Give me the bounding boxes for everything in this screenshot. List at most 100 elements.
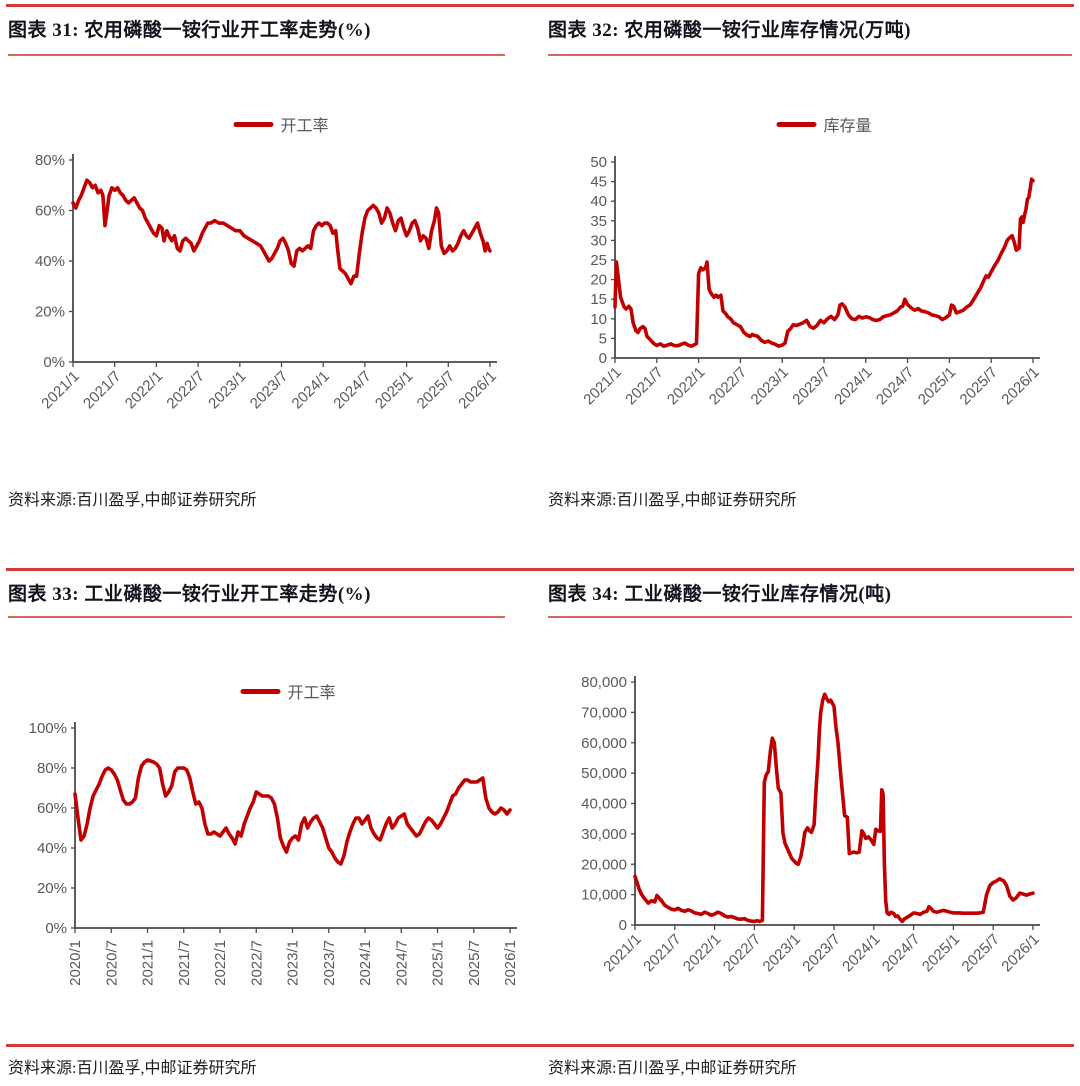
svg-text:60%: 60%: [35, 203, 65, 220]
svg-text:80%: 80%: [35, 152, 65, 169]
legend-line-swatch: [776, 121, 817, 127]
svg-text:2025/1: 2025/1: [430, 940, 447, 986]
figure-32-title: 图表 32: 农用磷酸一铵行业库存情况(万吨): [548, 20, 911, 41]
svg-text:25: 25: [590, 252, 607, 269]
figure-33-title: 图表 33: 工业磷酸一铵行业开工率走势(%): [8, 584, 371, 605]
svg-text:40%: 40%: [35, 253, 65, 270]
chart-32-inventory: 库存量 0 5 10 15 20 25 30 35 40 45 50 2021/1 2021/7 2022…: [540, 100, 1080, 450]
chart-33-legend: 开工率: [240, 679, 336, 703]
svg-text:2025/7: 2025/7: [414, 368, 458, 412]
svg-text:0%: 0%: [43, 354, 65, 371]
svg-text:100%: 100%: [29, 720, 67, 737]
svg-text:20,000: 20,000: [581, 856, 627, 873]
svg-text:0: 0: [599, 350, 607, 367]
svg-text:80%: 80%: [37, 760, 67, 777]
figure-34-title: 图表 34: 工业磷酸一铵行业库存情况(吨): [548, 584, 892, 605]
svg-text:20: 20: [590, 272, 607, 289]
svg-text:0%: 0%: [45, 920, 67, 937]
legend-label: 库存量: [823, 118, 872, 135]
svg-text:2026/1: 2026/1: [502, 940, 519, 986]
svg-text:2022/7: 2022/7: [720, 931, 764, 975]
svg-text:20%: 20%: [37, 880, 67, 897]
svg-text:2024/1: 2024/1: [839, 931, 883, 975]
svg-text:45: 45: [590, 174, 607, 191]
svg-text:2023/7: 2023/7: [247, 368, 291, 412]
legend-label: 开工率: [280, 118, 329, 135]
svg-text:40%: 40%: [37, 840, 67, 857]
svg-text:50,000: 50,000: [581, 765, 627, 782]
figure-32-source: 资料来源:百川盈孚,中邮证券研究所: [548, 492, 797, 509]
svg-text:2025/7: 2025/7: [959, 931, 1003, 975]
svg-text:2021/7: 2021/7: [640, 931, 684, 975]
legend-line-swatch: [240, 688, 281, 694]
svg-text:2022/1: 2022/1: [122, 368, 166, 412]
svg-text:2026/1: 2026/1: [998, 364, 1042, 408]
chart-34-inventory: 0 10,000 20,000 30,000 40,000 50,000 60,000 70,…: [540, 655, 1080, 1055]
svg-text:40,000: 40,000: [581, 796, 627, 813]
svg-text:2025/7: 2025/7: [957, 364, 1001, 408]
svg-text:2024/7: 2024/7: [879, 931, 923, 975]
svg-text:2021/1: 2021/1: [140, 940, 157, 986]
svg-text:2021/7: 2021/7: [80, 368, 124, 412]
figure-31-title: 图表 31: 农用磷酸一铵行业开工率走势(%): [8, 20, 371, 41]
svg-text:15: 15: [590, 291, 607, 308]
svg-text:2022/1: 2022/1: [680, 931, 724, 975]
svg-text:60%: 60%: [37, 800, 67, 817]
chart-31-legend: 开工率: [233, 112, 329, 136]
svg-text:2022/7: 2022/7: [163, 368, 207, 412]
svg-text:2022/7: 2022/7: [706, 364, 750, 408]
svg-text:60,000: 60,000: [581, 735, 627, 752]
figure-33-source: 资料来源:百川盈孚,中邮证券研究所: [8, 1060, 257, 1077]
svg-text:2024/7: 2024/7: [393, 940, 410, 986]
svg-text:0: 0: [619, 917, 627, 934]
svg-text:35: 35: [590, 213, 607, 230]
svg-text:2025/7: 2025/7: [466, 940, 483, 986]
legend-line-swatch: [233, 121, 274, 127]
chart-canvas: 051015202530354045502021/12021/72022/120…: [580, 154, 1042, 408]
svg-text:20%: 20%: [35, 304, 65, 321]
chart-canvas: 0% 20% 40% 60% 80% 100% 2020/1 2020/7 2021/1 2021…: [29, 720, 519, 986]
figure-34-title-underline: [548, 616, 1072, 618]
svg-text:2023/7: 2023/7: [321, 940, 338, 986]
svg-text:50: 50: [590, 154, 607, 171]
svg-text:2024/7: 2024/7: [873, 364, 917, 408]
chart-31-operating-rate: 开工率 0% 20% 40% 60% 80% 2021/1 2021/7 2022/1 2022…: [0, 100, 540, 450]
svg-text:2023/1: 2023/1: [285, 940, 302, 986]
svg-text:40: 40: [590, 193, 607, 210]
svg-text:2020/7: 2020/7: [103, 940, 120, 986]
svg-text:2025/1: 2025/1: [919, 931, 963, 975]
chart-32-legend: 库存量: [776, 112, 872, 136]
svg-text:30: 30: [590, 232, 607, 249]
svg-text:2022/1: 2022/1: [664, 364, 708, 408]
chart-canvas: 0 10,000 20,000 30,000 40,000 50,000 60,000 70,…: [581, 674, 1043, 975]
svg-text:2021/1: 2021/1: [580, 364, 624, 408]
svg-text:10,000: 10,000: [581, 887, 627, 904]
svg-text:2026/1: 2026/1: [998, 931, 1042, 975]
section-divider-bottom: [6, 1044, 1074, 1047]
svg-text:2022/7: 2022/7: [248, 940, 265, 986]
chart-33-operating-rate: 开工率 0% 20% 40% 60% 80% 100% 2020/1 2020/7 2021/1…: [0, 655, 540, 1055]
svg-text:2023/1: 2023/1: [760, 931, 804, 975]
figure-33-title-underline: [8, 616, 505, 618]
svg-text:10: 10: [590, 311, 607, 328]
svg-text:2024/1: 2024/1: [289, 368, 333, 412]
figure-32-title-underline: [548, 54, 1072, 56]
svg-text:2026/1: 2026/1: [455, 368, 499, 412]
svg-text:30,000: 30,000: [581, 826, 627, 843]
svg-text:2023/1: 2023/1: [748, 364, 792, 408]
svg-text:2021/7: 2021/7: [622, 364, 666, 408]
figure-34-source: 资料来源:百川盈孚,中邮证券研究所: [548, 1060, 797, 1077]
section-divider-middle: [6, 568, 1074, 571]
svg-text:70,000: 70,000: [581, 704, 627, 721]
figure-31-source: 资料来源:百川盈孚,中邮证券研究所: [8, 492, 257, 509]
figure-31-title-underline: [8, 54, 505, 56]
svg-text:2020/1: 2020/1: [67, 940, 84, 986]
svg-text:2023/7: 2023/7: [789, 364, 833, 408]
svg-text:2021/1: 2021/1: [38, 368, 82, 412]
svg-text:2025/1: 2025/1: [372, 368, 416, 412]
svg-text:2021/7: 2021/7: [176, 940, 193, 986]
svg-text:2024/7: 2024/7: [330, 368, 374, 412]
svg-text:2021/1: 2021/1: [600, 931, 644, 975]
